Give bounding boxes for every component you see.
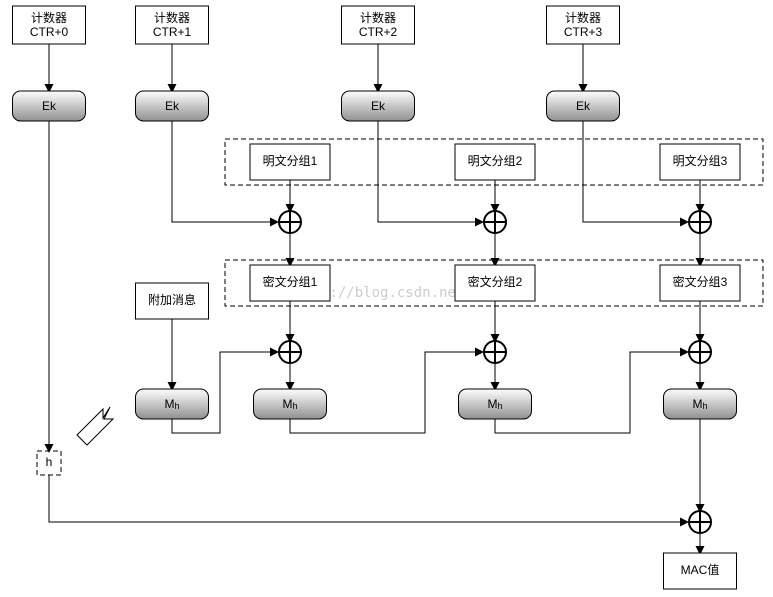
- ek-0-label: Ek: [42, 99, 57, 113]
- mac-label: MAC值: [681, 562, 720, 577]
- plaintext-1-label: 明文分组2: [468, 153, 523, 168]
- ciphertext-0-label: 密文分组1: [263, 274, 318, 289]
- counter-0-text-l0: 计数器: [31, 10, 67, 25]
- ek-3-label: Ek: [576, 99, 591, 113]
- counter-0-text-l1: CTR+0: [30, 25, 69, 39]
- arrow-h-xor3: [49, 475, 687, 522]
- ciphertext-2-label: 密文分组3: [673, 274, 728, 289]
- ek-2-label: Ek: [371, 99, 386, 113]
- counter-2-text-l0: 计数器: [360, 10, 396, 25]
- ciphertext-1-label: 密文分组2: [468, 274, 523, 289]
- counter-1-text-l1: CTR+1: [153, 25, 192, 39]
- plaintext-0-label: 明文分组1: [263, 153, 318, 168]
- plaintext-2-label: 明文分组3: [673, 153, 728, 168]
- counter-3-text-l0: 计数器: [565, 10, 601, 25]
- ek-1-label: Ek: [165, 99, 180, 113]
- counter-3-text-l1: CTR+3: [564, 25, 603, 39]
- addmsg-label: 附加消息: [148, 292, 196, 307]
- cursor-icon: [77, 407, 113, 445]
- counter-2-text-l1: CTR+2: [359, 25, 398, 39]
- counter-1-text-l0: 计数器: [154, 10, 190, 25]
- h-label: h: [46, 455, 53, 469]
